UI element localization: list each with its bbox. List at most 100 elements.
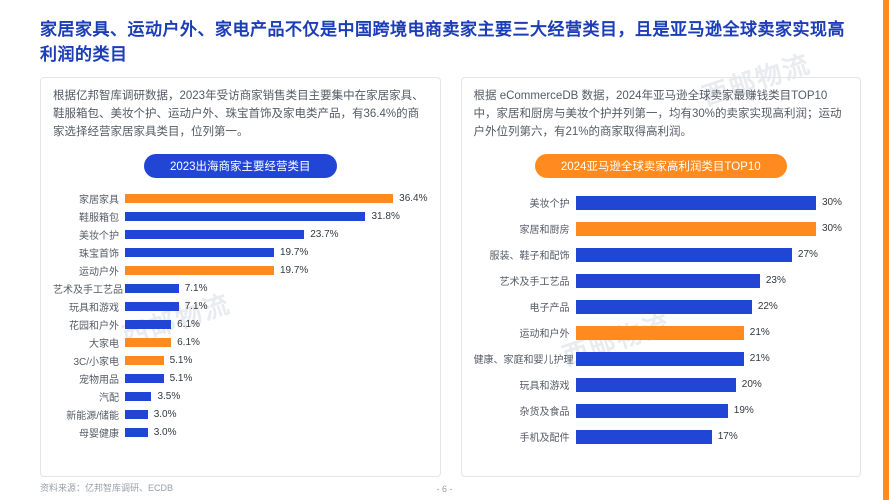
bar-label: 宠物用品 [53, 371, 119, 386]
bar-value: 30% [822, 197, 842, 208]
source-citation: 资料来源：亿邦智库调研、ECDB [40, 481, 173, 494]
bar-row: 鞋服箱包 31.8% [53, 208, 428, 226]
bar-track: 21% [576, 352, 849, 366]
bar-fill [125, 410, 148, 419]
bar-fill [125, 356, 164, 365]
right-bar-chart: 美妆个护 30% 家居和厨房 30% 服装、鞋子和配饰27% 艺术及手工艺品 23% 电子产品… [474, 190, 849, 450]
bar-fill [576, 222, 816, 236]
bar-row: 美妆个护 23.7% [53, 226, 428, 244]
bar-row: 宠物用品 5.1% [53, 370, 428, 388]
bar-label: 母婴健康 [53, 425, 119, 440]
bar-label: 电子产品 [474, 299, 570, 314]
bar-fill [576, 326, 744, 340]
bar-track: 19% [576, 404, 849, 418]
bar-fill [576, 248, 792, 262]
bar-fill [125, 284, 179, 293]
bar-value: 23% [766, 275, 786, 286]
bar-row: 花园和户外 6.1% [53, 316, 428, 334]
left-panel: 根据亿邦智库调研数据，2023年受访商家销售类目主要集中在家居家具、鞋服箱包、美… [40, 77, 441, 477]
bar-track: 6.1% [125, 320, 428, 329]
left-chart-title: 2023出海商家主要经营类目 [144, 154, 337, 178]
bar-label: 杂货及食品 [474, 403, 570, 418]
bar-label: 玩具和游戏 [474, 377, 570, 392]
bar-label: 大家电 [53, 335, 119, 350]
bar-track: 30% [576, 196, 849, 210]
bar-track: 31.8% [125, 212, 428, 221]
bar-fill [576, 404, 728, 418]
bar-fill [125, 338, 171, 347]
bar-row: 服装、鞋子和配饰27% [474, 242, 849, 268]
bar-value: 17% [718, 431, 738, 442]
bar-label: 运动和户外 [474, 325, 570, 340]
bar-row: 汽配 3.5% [53, 388, 428, 406]
bar-value: 5.1% [170, 355, 193, 366]
bar-label: 珠宝首饰 [53, 245, 119, 260]
bar-label: 3C/小家电 [53, 353, 119, 368]
bar-value: 31.8% [371, 211, 399, 222]
bar-value: 7.1% [185, 283, 208, 294]
bar-row: 运动户外 19.7% [53, 262, 428, 280]
bar-track: 3.0% [125, 410, 428, 419]
bar-fill [125, 302, 179, 311]
bar-label: 汽配 [53, 389, 119, 404]
bar-fill [125, 392, 151, 401]
bar-row: 新能源/储能 3.0% [53, 406, 428, 424]
bar-row: 珠宝首饰 19.7% [53, 244, 428, 262]
bar-track: 22% [576, 300, 849, 314]
bar-value: 6.1% [177, 337, 200, 348]
bar-track: 27% [576, 248, 849, 262]
bar-label: 新能源/储能 [53, 407, 119, 422]
bar-fill [576, 196, 816, 210]
bar-fill [125, 194, 393, 203]
bar-row: 美妆个护 30% [474, 190, 849, 216]
bar-value: 3.0% [154, 409, 177, 420]
left-intro-text: 根据亿邦智库调研数据，2023年受访商家销售类目主要集中在家居家具、鞋服箱包、美… [53, 88, 428, 141]
bar-row: 手机及配件17% [474, 424, 849, 450]
bar-row: 电子产品 22% [474, 294, 849, 320]
bar-label: 鞋服箱包 [53, 209, 119, 224]
bar-row: 玩具和游戏 7.1% [53, 298, 428, 316]
bar-value: 7.1% [185, 301, 208, 312]
bar-fill [576, 300, 752, 314]
bar-label: 运动户外 [53, 263, 119, 278]
bar-value: 27% [798, 249, 818, 260]
bar-track: 5.1% [125, 374, 428, 383]
bar-value: 30% [822, 223, 842, 234]
bar-fill [576, 274, 760, 288]
bar-row: 家居家具36.4% [53, 190, 428, 208]
bar-value: 3.0% [154, 427, 177, 438]
bar-value: 23.7% [310, 229, 338, 240]
bar-row: 运动和户外 21% [474, 320, 849, 346]
bar-row: 母婴健康 3.0% [53, 424, 428, 442]
bar-track: 20% [576, 378, 849, 392]
bar-value: 22% [758, 301, 778, 312]
bar-track: 6.1% [125, 338, 428, 347]
bar-value: 19% [734, 405, 754, 416]
bar-track: 19.7% [125, 248, 428, 257]
bar-track: 3.0% [125, 428, 428, 437]
bar-track: 23.7% [125, 230, 428, 239]
bar-value: 19.7% [280, 265, 308, 276]
bar-value: 21% [750, 327, 770, 338]
bar-label: 花园和户外 [53, 317, 119, 332]
bar-label: 健康、家庭和婴儿护理 [474, 351, 570, 366]
bar-label: 玩具和游戏 [53, 299, 119, 314]
side-accent-bar [883, 0, 889, 500]
bar-track: 17% [576, 430, 849, 444]
bar-track: 5.1% [125, 356, 428, 365]
bar-row: 杂货及食品 19% [474, 398, 849, 424]
bar-fill [125, 374, 164, 383]
bar-track: 19.7% [125, 266, 428, 275]
bar-value: 36.4% [399, 193, 427, 204]
bar-label: 美妆个护 [474, 195, 570, 210]
bar-label: 美妆个护 [53, 227, 119, 242]
bar-label: 家居和厨房 [474, 221, 570, 236]
bar-track: 3.5% [125, 392, 428, 401]
bar-label: 艺术及手工艺品 [474, 273, 570, 288]
bar-value: 3.5% [157, 391, 180, 402]
bar-fill [576, 430, 712, 444]
bar-fill [125, 212, 365, 221]
bar-track: 36.4% [125, 194, 428, 203]
bar-value: 21% [750, 353, 770, 364]
bar-fill [576, 378, 736, 392]
